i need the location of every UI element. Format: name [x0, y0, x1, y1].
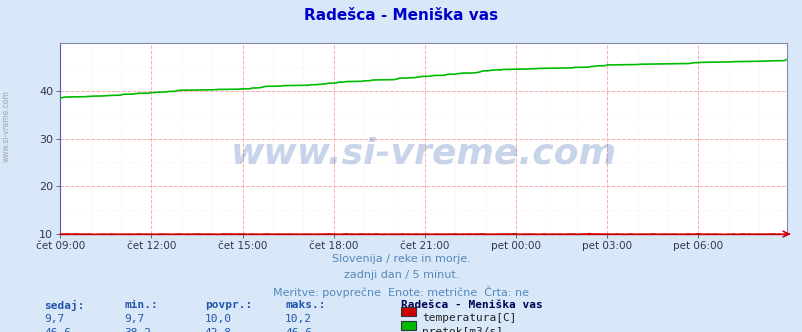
Text: Meritve: povprečne  Enote: metrične  Črta: ne: Meritve: povprečne Enote: metrične Črta:…: [273, 286, 529, 298]
Text: Radešca - Meniška vas: Radešca - Meniška vas: [304, 8, 498, 23]
Text: povpr.:: povpr.:: [205, 300, 252, 310]
Text: 42,8: 42,8: [205, 328, 232, 332]
Text: 9,7: 9,7: [124, 314, 144, 324]
Text: sedaj:: sedaj:: [44, 300, 84, 311]
Text: 10,0: 10,0: [205, 314, 232, 324]
Text: pretok[m3/s]: pretok[m3/s]: [422, 327, 503, 332]
Text: 46,6: 46,6: [44, 328, 71, 332]
Text: 38,2: 38,2: [124, 328, 152, 332]
Text: 46,6: 46,6: [285, 328, 312, 332]
Text: www.si-vreme.com: www.si-vreme.com: [230, 137, 616, 171]
Text: 9,7: 9,7: [44, 314, 64, 324]
Text: Slovenija / reke in morje.: Slovenija / reke in morje.: [332, 254, 470, 264]
Text: temperatura[C]: temperatura[C]: [422, 313, 516, 323]
Text: 10,2: 10,2: [285, 314, 312, 324]
Text: www.si-vreme.com: www.si-vreme.com: [2, 90, 11, 162]
Text: maks.:: maks.:: [285, 300, 325, 310]
Text: min.:: min.:: [124, 300, 158, 310]
Text: Radešca - Meniška vas: Radešca - Meniška vas: [401, 300, 543, 310]
Text: zadnji dan / 5 minut.: zadnji dan / 5 minut.: [343, 270, 459, 280]
